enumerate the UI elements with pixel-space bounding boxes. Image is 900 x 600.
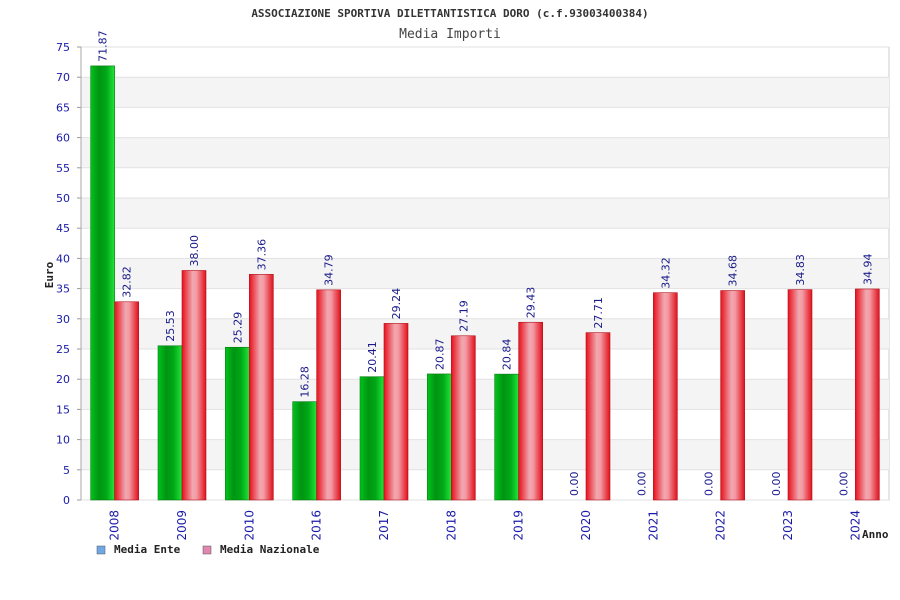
y-tick-label: 35 [56, 283, 70, 296]
data-label: 20.84 [501, 339, 514, 370]
y-tick-label: 75 [56, 41, 70, 54]
bar-media-nazionale-2024 [855, 288, 880, 501]
data-label: 32.82 [121, 266, 134, 298]
bar-media-ente-2017 [359, 376, 385, 501]
x-tick-label: 2024 [848, 510, 862, 541]
legend: Media Ente Media Nazionale [96, 543, 320, 556]
bar-media-ente-2010 [225, 346, 250, 501]
data-label: 34.83 [794, 254, 807, 286]
y-tick-label: 70 [56, 71, 70, 84]
data-label: 25.53 [164, 310, 177, 342]
bar-media-ente-2008 [90, 65, 115, 501]
x-axis-label: Anno [862, 528, 889, 541]
legend-swatch-media-ente [96, 545, 106, 555]
y-tick-label: 45 [56, 222, 70, 235]
bar-media-nazionale-2022 [720, 290, 745, 501]
grid-band [81, 379, 889, 410]
gridlines [81, 46, 889, 501]
bar-media-ente-2018 [427, 373, 452, 501]
x-tick-label: 2016 [310, 510, 324, 541]
data-labels: 71.87 32.82 25.53 38.00 25.29 37.36 16.28 34.79… [97, 30, 875, 496]
data-label: 34.68 [727, 255, 740, 287]
bar-media-nazionale-2016 [316, 289, 341, 501]
data-label: 34.94 [861, 253, 874, 285]
bar-media-nazionale-2010 [249, 274, 274, 501]
grid-band [81, 439, 889, 470]
data-label: 34.79 [323, 254, 336, 286]
bar-media-ente-2016 [292, 401, 317, 501]
y-axis-label: Euro [43, 261, 56, 288]
x-tick-label: 2017 [377, 510, 391, 541]
chart-subtitle: Media Importi [399, 27, 501, 42]
grid-band [81, 318, 889, 349]
grid-band [81, 137, 889, 168]
grid-band [81, 77, 889, 108]
y-tick-label: 55 [56, 162, 70, 175]
data-label: 27.19 [457, 300, 470, 332]
data-label: 37.36 [255, 239, 268, 271]
x-tick-label: 2008 [108, 510, 122, 541]
y-tick-label: 20 [56, 373, 70, 386]
x-tick-label: 2020 [579, 510, 593, 541]
y-tick-label: 15 [56, 403, 70, 416]
data-label: 0.00 [635, 472, 648, 497]
data-label: 71.87 [97, 30, 110, 61]
data-label: 0.00 [703, 472, 716, 497]
legend-swatch-media-nazionale [202, 545, 212, 555]
chart-title: ASSOCIAZIONE SPORTIVA DILETTANTISTICA DO… [251, 7, 648, 20]
bar-media-nazionale-2009 [181, 270, 207, 501]
legend-label-media-nazionale: Media Nazionale [220, 543, 320, 556]
bar-media-ente-2009 [157, 345, 183, 501]
data-label: 25.29 [231, 312, 244, 344]
y-tick-label: 0 [63, 494, 70, 507]
data-label: 20.87 [433, 338, 446, 370]
legend-label-media-ente: Media Ente [114, 543, 181, 556]
grid-band [81, 258, 889, 289]
x-tick-label: 2019 [512, 510, 526, 541]
data-label: 38.00 [188, 235, 201, 267]
bar-media-nazionale-2019 [518, 321, 543, 501]
x-tick-label: 2023 [781, 510, 795, 541]
data-label: 0.00 [770, 472, 783, 497]
x-tick-label: 2010 [242, 510, 256, 541]
x-tick-label: 2021 [646, 510, 660, 541]
bar-media-nazionale-2008 [114, 301, 139, 501]
bar-media-ente-2019 [494, 373, 519, 501]
bar-media-nazionale-2018 [451, 335, 476, 501]
bars [90, 65, 880, 501]
data-label: 16.28 [299, 366, 312, 398]
x-tick-label: 2022 [714, 510, 728, 541]
y-tick-label: 65 [56, 101, 70, 114]
data-label: 34.32 [659, 257, 672, 289]
y-tick-label: 50 [56, 192, 70, 205]
bar-media-nazionale-2023 [787, 289, 813, 501]
data-label: 29.43 [525, 287, 538, 319]
x-tick-label: 2009 [175, 510, 189, 541]
grid-band [81, 198, 889, 229]
y-tick-label: 30 [56, 313, 70, 326]
data-label: 0.00 [837, 472, 850, 497]
plot-background [80, 46, 890, 501]
y-tick-label: 10 [56, 434, 70, 447]
y-tick-label: 5 [63, 464, 70, 477]
data-label: 29.24 [390, 288, 403, 320]
bar-media-nazionale-2021 [653, 292, 678, 501]
y-tick-label: 40 [56, 252, 70, 265]
bar-media-nazionale-2020 [585, 332, 611, 501]
data-label: 20.41 [366, 341, 379, 373]
y-axis-ticks: 0 5 10 15 20 25 30 35 40 45 50 55 60 65 70 75 [56, 41, 82, 507]
bar-media-nazionale-2017 [383, 323, 409, 501]
x-tick-label: 2018 [444, 510, 458, 541]
x-axis-ticks: 2008 2009 2010 2016 2017 2018 2019 2020 2021 2022… [108, 510, 863, 541]
data-label: 0.00 [568, 472, 581, 497]
y-tick-label: 25 [56, 343, 70, 356]
data-label: 27.71 [592, 297, 605, 329]
y-tick-label: 60 [56, 132, 70, 145]
